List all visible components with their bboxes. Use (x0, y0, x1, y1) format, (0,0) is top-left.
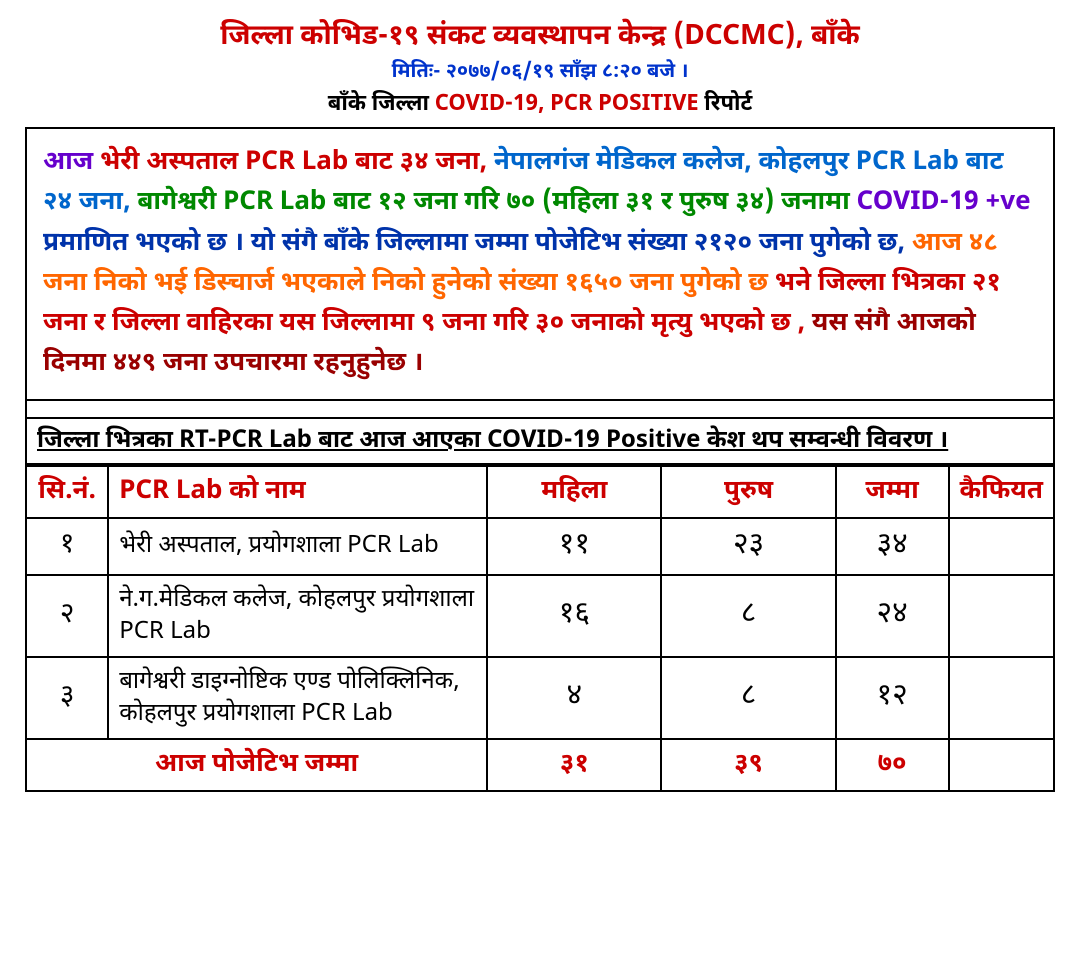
cell-remark (949, 518, 1055, 575)
cell-male: ८ (661, 575, 835, 657)
total-remark (949, 739, 1055, 791)
summary-seg-6: प्रमाणित भएको छ । यो संगै बाँके जिल्लामा… (43, 227, 912, 261)
col-sn: सि.नं. (26, 466, 108, 518)
total-total: ७० (836, 739, 949, 791)
report-date: मितिः- २०७७/०६/१९ साँझ ८:२० बजे । (25, 60, 1055, 86)
cell-remark (949, 575, 1055, 657)
cell-female: १६ (487, 575, 661, 657)
table-title: जिल्ला भित्रका RT-PCR Lab बाट आज आएका CO… (37, 425, 948, 457)
cell-total: २४ (836, 575, 949, 657)
summary-seg-2: भेरी अस्पताल PCR Lab बाट ३४ जना, (100, 146, 494, 180)
spacer-row (25, 401, 1055, 419)
cell-female: ११ (487, 518, 661, 575)
table-title-container: जिल्ला भित्रका RT-PCR Lab बाट आज आएका CO… (25, 419, 1055, 465)
summary-seg-4: बागेश्वरी PCR Lab बाट १२ जना गरि ७० (महि… (137, 186, 856, 220)
report-title: जिल्ला कोभिड-१९ संकट व्यवस्थापन केन्द्र … (25, 20, 1055, 56)
subtitle-part1: बाँके जिल्ला (328, 90, 435, 119)
report-subtitle: बाँके जिल्ला COVID-19, PCR POSITIVE रिपो… (25, 90, 1055, 119)
cell-male: ८ (661, 657, 835, 739)
cell-sn: २ (26, 575, 108, 657)
cell-lab: बागेश्वरी डाइग्नोष्टिक एण्ड पोलिक्लिनिक,… (108, 657, 487, 739)
col-male: पुरुष (661, 466, 835, 518)
total-female: ३१ (487, 739, 661, 791)
pcr-lab-table: सि.नं. PCR Lab को नाम महिला पुरुष जम्मा … (25, 465, 1055, 792)
summary-paragraph: आज भेरी अस्पताल PCR Lab बाट ३४ जना, नेपा… (25, 127, 1055, 401)
subtitle-part2: रिपोर्ट (704, 90, 752, 119)
col-lab: PCR Lab को नाम (108, 466, 487, 518)
table-row: ३ बागेश्वरी डाइग्नोष्टिक एण्ड पोलिक्लिनि… (26, 657, 1054, 739)
col-remark: कैफियत (949, 466, 1055, 518)
cell-female: ४ (487, 657, 661, 739)
cell-remark (949, 657, 1055, 739)
report-header: जिल्ला कोभिड-१९ संकट व्यवस्थापन केन्द्र … (25, 20, 1055, 119)
summary-seg-1: आज (43, 146, 100, 180)
summary-seg-5: COVID-19 +ve (857, 186, 1031, 220)
cell-lab: भेरी अस्पताल, प्रयोगशाला PCR Lab (108, 518, 487, 575)
cell-total: ३४ (836, 518, 949, 575)
table-header-row: सि.नं. PCR Lab को नाम महिला पुरुष जम्मा … (26, 466, 1054, 518)
table-row: २ ने.ग.मेडिकल कलेज, कोहलपुर प्रयोगशाला P… (26, 575, 1054, 657)
cell-sn: १ (26, 518, 108, 575)
cell-lab: ने.ग.मेडिकल कलेज, कोहलपुर प्रयोगशाला PCR… (108, 575, 487, 657)
table-row: १ भेरी अस्पताल, प्रयोगशाला PCR Lab ११ २३… (26, 518, 1054, 575)
cell-sn: ३ (26, 657, 108, 739)
cell-total: १२ (836, 657, 949, 739)
cell-male: २३ (661, 518, 835, 575)
col-total: जम्मा (836, 466, 949, 518)
table-total-row: आज पोजेटिभ जम्मा ३१ ३९ ७० (26, 739, 1054, 791)
subtitle-highlight: COVID-19, PCR POSITIVE (435, 90, 705, 119)
total-male: ३९ (661, 739, 835, 791)
col-female: महिला (487, 466, 661, 518)
total-label: आज पोजेटिभ जम्मा (26, 739, 487, 791)
